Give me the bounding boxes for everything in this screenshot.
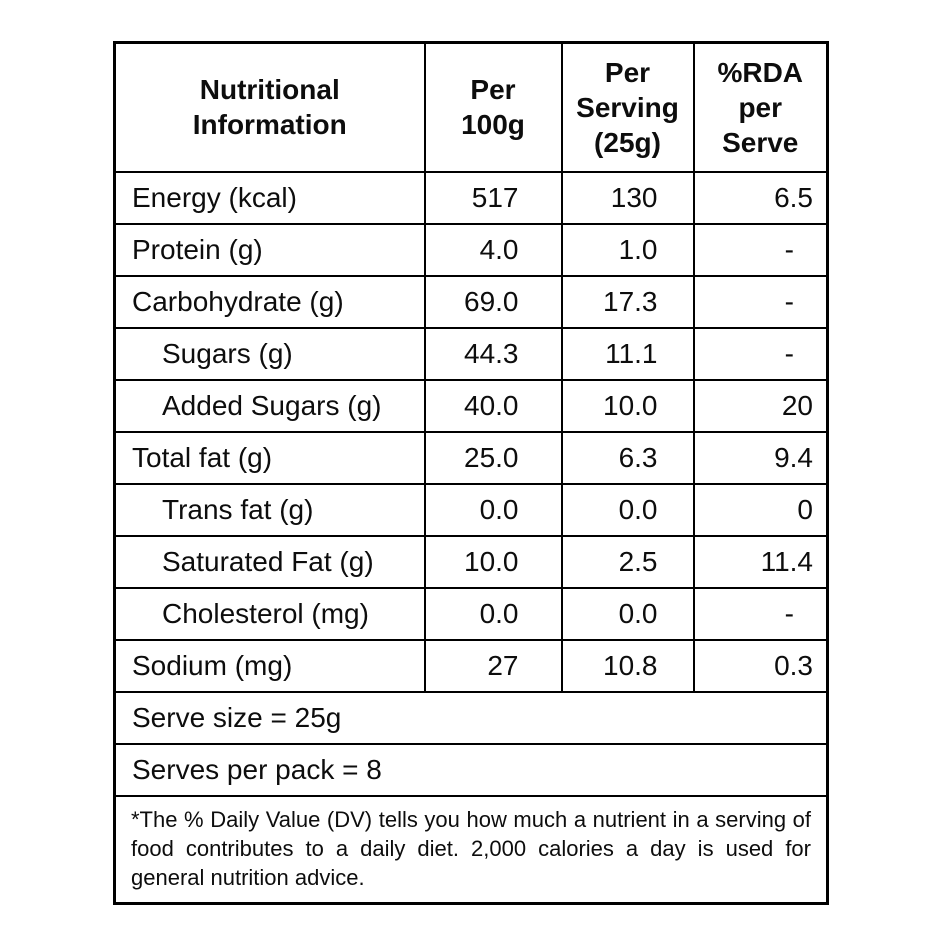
serve-size-row: Serve size = 25g (113, 690, 829, 745)
rda-value: 11.4 (692, 534, 829, 589)
table-row-total-fat: Total fat (g) 25.0 6.3 9.4 (113, 430, 829, 485)
rda-value: 20 (692, 378, 829, 433)
daily-value-footnote-text: *The % Daily Value (DV) tells you how mu… (113, 794, 829, 904)
table-row-trans-fat: Trans fat (g) 0.0 0.0 0 (113, 482, 829, 537)
per-100g-value: 0.0 (423, 482, 563, 537)
per-100g-value: 4.0 (423, 222, 563, 277)
header-rda-per-serve: %RDA per Serve (692, 41, 829, 173)
nutrient-name-cell: Cholesterol (mg) (113, 586, 426, 641)
table-row-saturated-fat: Saturated Fat (g) 10.0 2.5 11.4 (113, 534, 829, 589)
table-row-carbohydrate: Carbohydrate (g) 69.0 17.3 - (113, 274, 829, 329)
per-serving-value: 10.8 (560, 638, 695, 693)
header-nutritional-information: Nutritional Information (113, 41, 426, 173)
per-serving-value: 1.0 (560, 222, 695, 277)
per-serving-value: 0.0 (560, 482, 695, 537)
nutrient-name-cell: Saturated Fat (g) (113, 534, 426, 589)
per-100g-value: 44.3 (423, 326, 563, 381)
serve-size-text: Serve size = 25g (113, 690, 829, 745)
rda-value: - (692, 274, 829, 329)
rda-value: - (692, 222, 829, 277)
table-row-sodium: Sodium (mg) 27 10.8 0.3 (113, 638, 829, 693)
per-100g-value: 517 (423, 170, 563, 225)
per-100g-value: 69.0 (423, 274, 563, 329)
per-100g-value: 10.0 (423, 534, 563, 589)
rda-value: - (692, 326, 829, 381)
nutrient-name-cell: Sugars (g) (113, 326, 426, 381)
table-row-cholesterol: Cholesterol (mg) 0.0 0.0 - (113, 586, 829, 641)
daily-value-footnote-row: *The % Daily Value (DV) tells you how mu… (113, 794, 829, 904)
per-serving-value: 130 (560, 170, 695, 225)
table-row-added-sugars: Added Sugars (g) 40.0 10.0 20 (113, 378, 829, 433)
nutrient-name-cell: Added Sugars (g) (113, 378, 426, 433)
table-header-row: Nutritional Information Per 100g Per Ser… (113, 41, 829, 173)
header-per-serving: Per Serving (25g) (560, 41, 695, 173)
rda-value: 0 (692, 482, 829, 537)
nutrient-name-cell: Carbohydrate (g) (113, 274, 426, 329)
per-100g-value: 0.0 (423, 586, 563, 641)
per-serving-value: 17.3 (560, 274, 695, 329)
serves-per-pack-row: Serves per pack = 8 (113, 742, 829, 797)
rda-value: 6.5 (692, 170, 829, 225)
table-row-energy: Energy (kcal) 517 130 6.5 (113, 170, 829, 225)
rda-value: 0.3 (692, 638, 829, 693)
table-row-sugars: Sugars (g) 44.3 11.1 - (113, 326, 829, 381)
rda-value: - (692, 586, 829, 641)
nutrient-name-cell: Energy (kcal) (113, 170, 426, 225)
per-serving-value: 6.3 (560, 430, 695, 485)
per-100g-value: 25.0 (423, 430, 563, 485)
nutrient-name-cell: Total fat (g) (113, 430, 426, 485)
nutrient-name-cell: Trans fat (g) (113, 482, 426, 537)
table-row-protein: Protein (g) 4.0 1.0 - (113, 222, 829, 277)
per-serving-value: 11.1 (560, 326, 695, 381)
per-100g-value: 27 (423, 638, 563, 693)
nutrient-name-cell: Sodium (mg) (113, 638, 426, 693)
per-100g-value: 40.0 (423, 378, 563, 433)
nutrient-name-cell: Protein (g) (113, 222, 426, 277)
serves-per-pack-text: Serves per pack = 8 (113, 742, 829, 797)
per-serving-value: 10.0 (560, 378, 695, 433)
header-per-100g: Per 100g (423, 41, 563, 173)
nutrition-facts-table: Nutritional Information Per 100g Per Ser… (113, 41, 829, 905)
per-serving-value: 2.5 (560, 534, 695, 589)
rda-value: 9.4 (692, 430, 829, 485)
per-serving-value: 0.0 (560, 586, 695, 641)
